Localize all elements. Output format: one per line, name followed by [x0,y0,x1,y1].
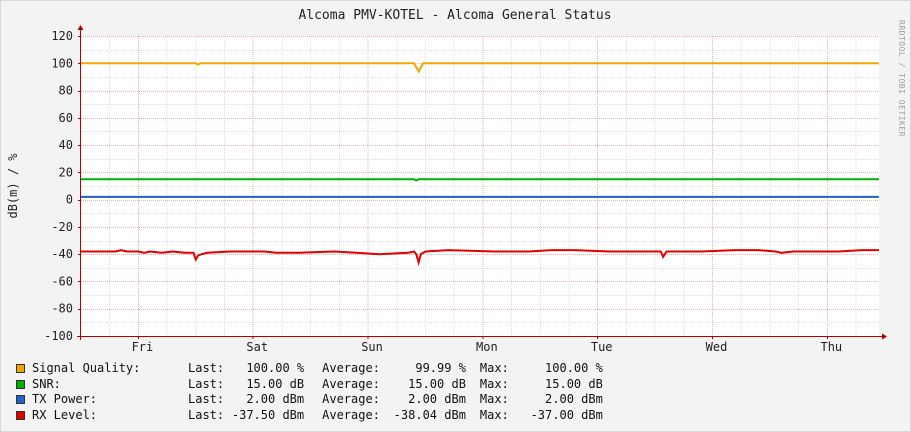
legend-label-rx-level: RX Level: [32,407,98,422]
x-tick-label: Wed [706,340,728,354]
rrdtool-watermark: RRDTOOL / TOBI OETIKER [897,20,906,137]
legend-average-label: Average: [322,392,380,406]
legend-label-snr: SNR: [32,376,61,391]
legend-average-value: 99.99 % [415,361,466,375]
y-tick-label: -80 [51,302,73,316]
legend-max-value: 2.00 dBm [545,392,603,406]
y-tick-label: 40 [59,138,73,152]
y-tick-label: -20 [51,220,73,234]
series-layer [81,62,879,267]
legend-last-label: Last: [188,376,225,391]
y-tick-label: -40 [51,247,73,261]
legend-max-value: -37.00 dBm [530,407,603,422]
legend-average-value: 2.00 dBm [408,392,466,406]
series-line-signal-quality [81,62,879,74]
legend-last-label: Last: [188,361,225,375]
x-tick-label: Sat [246,340,268,354]
series-line-rx-level [81,249,879,267]
axis-layer: 120 100 80 60 40 20 0 -20 -40 -60 -80 -100 Fri Sat Sun… [44,25,887,354]
y-tick-label: -100 [44,329,73,343]
legend-last-label: Last: [188,407,225,422]
legend-max-label: Max: [479,407,509,422]
chart-title: Alcoma PMV-KOTEL - Alcoma General Status [298,8,611,23]
legend-average-label: Average: [322,361,380,375]
legend-max-value: 100.00 % [545,361,603,375]
legend-max-label: Max: [479,392,509,406]
legend-swatch-tx-power [16,395,25,405]
x-tick-label: Tue [591,340,613,354]
x-tick-label: Sun [361,340,383,354]
legend-row-rx-level: RX Level: Last: -37.50 dBm Average: -38.… [16,408,603,424]
series-line-snr [81,178,879,182]
legend-average-value: -38.04 dBm [393,407,466,422]
legend-swatch-rx-level [16,410,25,420]
y-tick-label: 20 [59,165,73,179]
y-tick-label: 60 [59,111,73,125]
legend-last-label: Last: [188,392,225,406]
legend-average-value: 15.00 dB [408,376,466,391]
legend-average-label: Average: [322,376,380,391]
x-tick-label: Mon [476,340,498,354]
legend-swatch-snr [16,379,25,389]
x-axis-arrow [882,333,887,340]
y-tick-label: -60 [51,274,73,288]
x-tick-label: Thu [820,340,842,354]
legend-last-value: 100.00 % [246,361,305,375]
legend-label-tx-power: TX Power: [32,392,98,406]
y-tick-label: 0 [66,193,73,207]
y-axis-arrow [77,25,84,30]
legend-max-value: 15.00 dB [545,376,603,391]
legend: Signal Quality: Last: 100.00 % Average: … [16,361,603,423]
x-tick-label: Fri [132,340,154,354]
legend-max-label: Max: [479,376,509,391]
legend-row-signal-quality: Signal Quality: Last: 100.00 % Average: … [16,361,603,377]
legend-row-tx-power: TX Power: Last: 2.00 dBm Average: 2.00 d… [16,392,603,408]
y-tick-label: 100 [51,56,73,70]
y-tick-label: 80 [59,84,73,98]
legend-average-label: Average: [322,407,380,422]
legend-last-value: -37.50 dBm [231,407,305,422]
legend-label-signal-quality: Signal Quality: [32,361,141,375]
legend-last-value: 15.00 dB [246,376,305,391]
legend-max-label: Max: [479,361,509,375]
legend-last-value: 2.00 dBm [246,392,305,406]
y-axis-label: dB(m) / % [6,153,20,219]
y-tick-label: 120 [51,29,73,43]
legend-row-snr: SNR: Last: 15.00 dB Average: 15.00 dB Ma… [16,377,603,393]
legend-swatch-signal-quality [16,364,25,374]
